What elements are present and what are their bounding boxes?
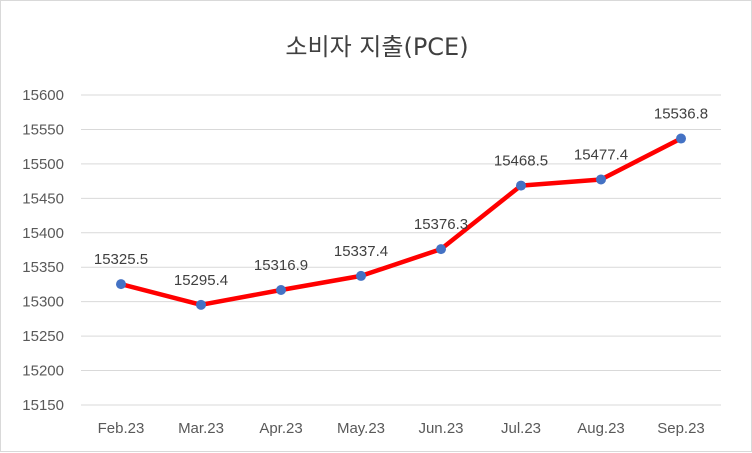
chart-title: 소비자 지출(PCE) [285,33,469,61]
data-point-marker [276,285,286,296]
series-line [118,136,684,308]
y-tick-label: 15550 [22,121,64,138]
data-label: 15295.4 [174,272,228,289]
x-tick-label: Aug.23 [577,420,625,437]
x-axis-ticks: Feb.23 Mar.23 Apr.23 May.23 Jun.23 Jul.23 Aug.… [98,420,705,437]
y-tick-label: 15600 [22,87,64,104]
x-tick-label: Apr.23 [259,420,302,437]
data-label: 15468.5 [494,153,548,170]
data-point-marker [596,174,606,185]
data-label: 15325.5 [94,251,148,268]
data-label: 15536.8 [654,106,708,123]
y-axis-ticks: 15150 15200 15250 15300 15350 15400 15450 15500… [22,87,64,414]
data-point-marker [436,244,446,255]
y-tick-label: 15500 [22,156,64,173]
x-tick-label: Mar.23 [178,420,224,437]
data-label: 15337.4 [334,243,388,260]
x-tick-label: May.23 [337,420,385,437]
data-label: 15316.9 [254,257,308,274]
data-labels: 15325.5 15295.4 15316.9 15337.4 15376.3 15468… [94,106,708,289]
y-tick-label: 15300 [22,294,64,311]
x-tick-label: Jul.23 [501,420,541,437]
y-tick-label: 15200 [22,363,64,380]
series-line-layer [118,136,684,308]
x-tick-label: Feb.23 [98,420,145,437]
y-tick-label: 15450 [22,190,64,207]
data-point-marker [356,270,366,281]
x-tick-label: Jun.23 [418,420,463,437]
y-tick-label: 15150 [22,397,64,414]
y-tick-label: 15250 [22,328,64,345]
y-tick-label: 15350 [22,259,64,276]
y-tick-label: 15400 [22,225,64,242]
data-point-marker [116,279,126,290]
markers [116,133,686,310]
data-point-marker [676,133,686,144]
data-point-marker [196,299,206,310]
gridlines [81,94,721,406]
data-label: 15477.4 [574,146,628,163]
x-tick-label: Sep.23 [657,420,705,437]
data-point-marker [516,180,526,191]
data-label: 15376.3 [414,216,468,233]
